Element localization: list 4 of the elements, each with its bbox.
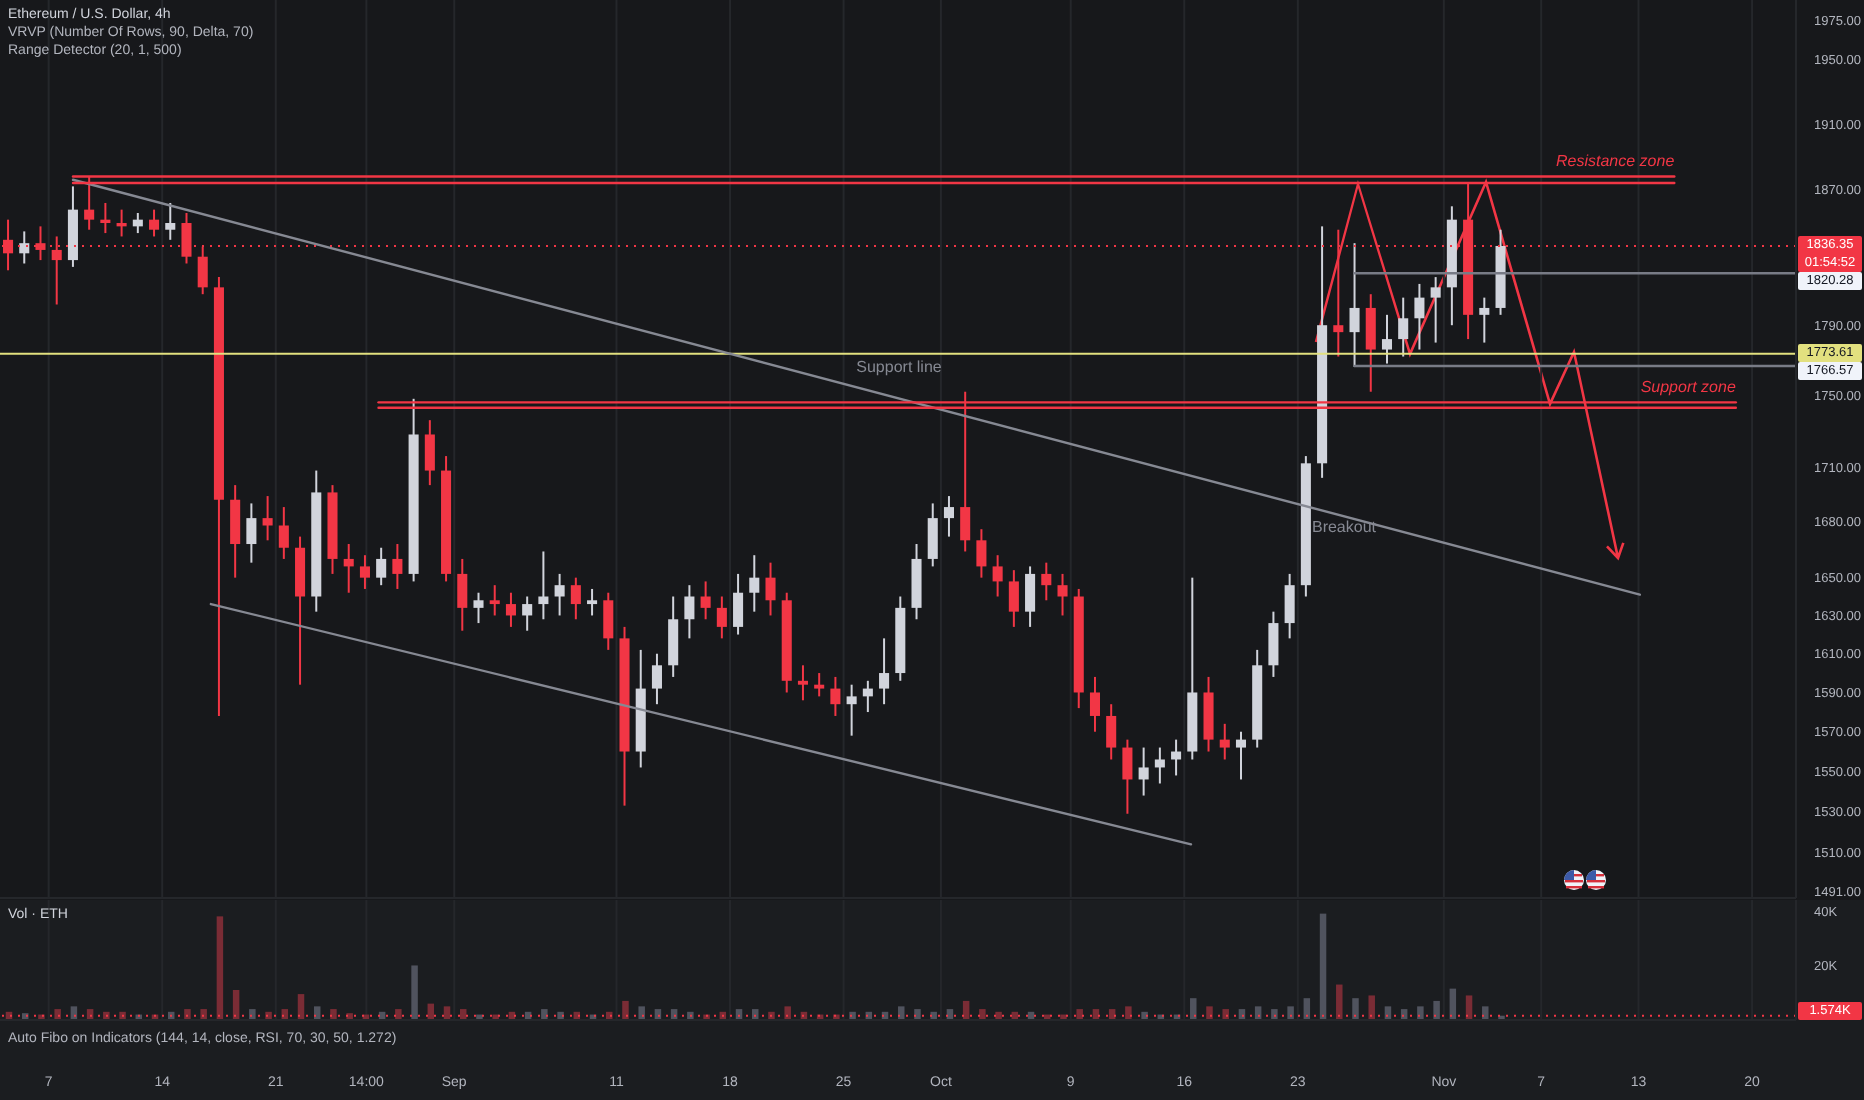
annotation: Resistance zone bbox=[1556, 152, 1675, 171]
annotation: Breakout bbox=[1311, 517, 1377, 536]
annotation: Support line bbox=[856, 358, 942, 377]
annotation: Support zone bbox=[1640, 378, 1736, 397]
